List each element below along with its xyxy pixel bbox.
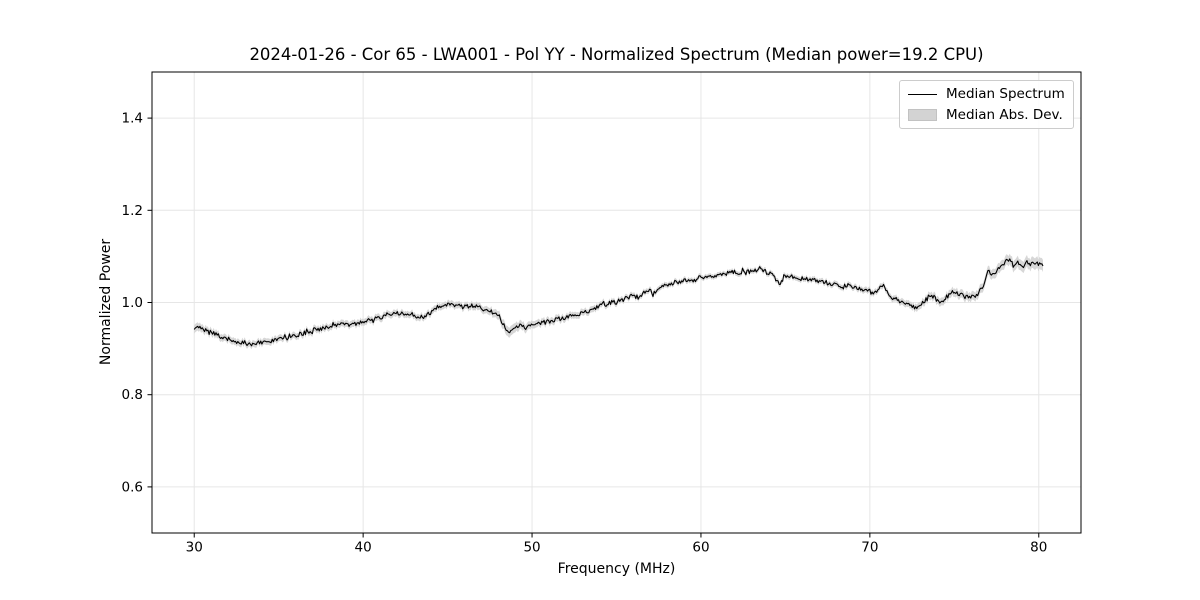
- plot-title: 2024-01-26 - Cor 65 - LWA001 - Pol YY - …: [249, 45, 984, 64]
- x-tick-label: 40: [355, 540, 372, 556]
- y-tick-label: 1.0: [122, 295, 143, 311]
- mad-band-swatch: [908, 109, 937, 121]
- x-tick-label: 80: [1030, 540, 1047, 556]
- median-spectrum-line-swatch: [908, 93, 937, 95]
- y-tick-label: 0.6: [122, 479, 143, 495]
- x-axis-label: Frequency (MHz): [557, 561, 676, 577]
- legend: Median Spectrum Median Abs. Dev.: [899, 80, 1074, 129]
- legend-item-label: Median Abs. Dev.: [946, 107, 1063, 123]
- x-tick-label: 60: [692, 540, 709, 556]
- median-spectrum-line: [193, 258, 1044, 347]
- mad-band: [194, 253, 1044, 350]
- legend-item-label: Median Spectrum: [946, 86, 1065, 102]
- y-tick-label: 1.4: [122, 111, 143, 127]
- y-tick-label: 0.8: [122, 387, 143, 403]
- x-tick-label: 70: [861, 540, 878, 556]
- legend-item-median-spectrum: Median Spectrum: [908, 86, 1065, 102]
- legend-item-mad-band: Median Abs. Dev.: [908, 107, 1065, 123]
- x-tick-label: 30: [186, 540, 203, 556]
- x-tick-label: 50: [523, 540, 540, 556]
- y-axis-label: Normalized Power: [98, 238, 114, 366]
- y-tick-label: 1.2: [122, 203, 143, 219]
